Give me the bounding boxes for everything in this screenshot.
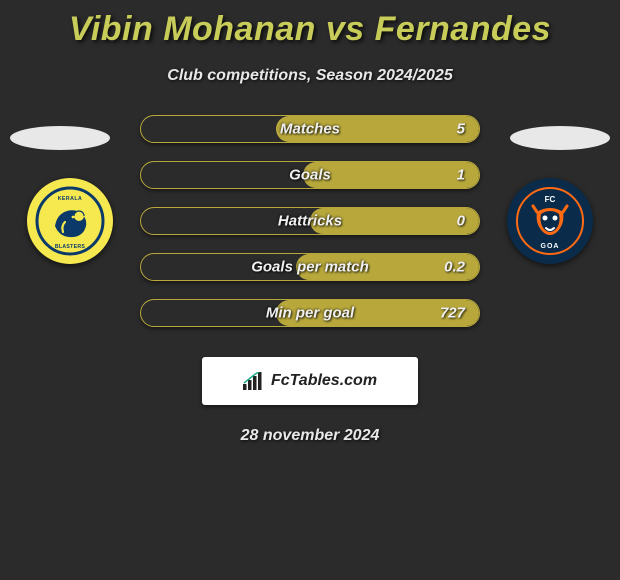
stat-value: 5 [457, 121, 465, 138]
kerala-blasters-icon: KERALA BLASTERS [35, 186, 105, 256]
stat-label: Goals per match [251, 259, 369, 276]
stat-label: Min per goal [266, 305, 354, 322]
stat-label: Matches [280, 121, 340, 138]
stat-row: Goals 1 [140, 161, 480, 189]
stat-value: 1 [457, 167, 465, 184]
stat-row: Matches 5 [140, 115, 480, 143]
club-logo-right: FC GOA [507, 178, 593, 264]
chart-icon [243, 372, 265, 390]
club-logo-left: KERALA BLASTERS [27, 178, 113, 264]
subtitle: Club competitions, Season 2024/2025 [0, 67, 620, 85]
page-title: Vibin Mohanan vs Fernandes [0, 0, 620, 49]
stat-value: 0 [457, 213, 465, 230]
svg-text:BLASTERS: BLASTERS [55, 244, 86, 250]
stat-label: Hattricks [278, 213, 342, 230]
stat-row: Min per goal 727 [140, 299, 480, 327]
stat-label: Goals [289, 167, 331, 184]
fctables-brand-box[interactable]: FcTables.com [202, 357, 418, 405]
left-player-ellipse [10, 126, 110, 150]
svg-text:KERALA: KERALA [58, 196, 83, 202]
brand-text: FcTables.com [271, 372, 377, 390]
stat-row: Goals per match 0.2 [140, 253, 480, 281]
right-player-ellipse [510, 126, 610, 150]
stat-row: Hattricks 0 [140, 207, 480, 235]
stat-value: 0.2 [444, 259, 465, 276]
date-text: 28 november 2024 [0, 427, 620, 445]
fc-goa-icon: FC GOA [515, 186, 585, 256]
stat-value: 727 [440, 305, 465, 322]
svg-text:FC: FC [545, 195, 556, 204]
svg-text:GOA: GOA [541, 243, 560, 250]
